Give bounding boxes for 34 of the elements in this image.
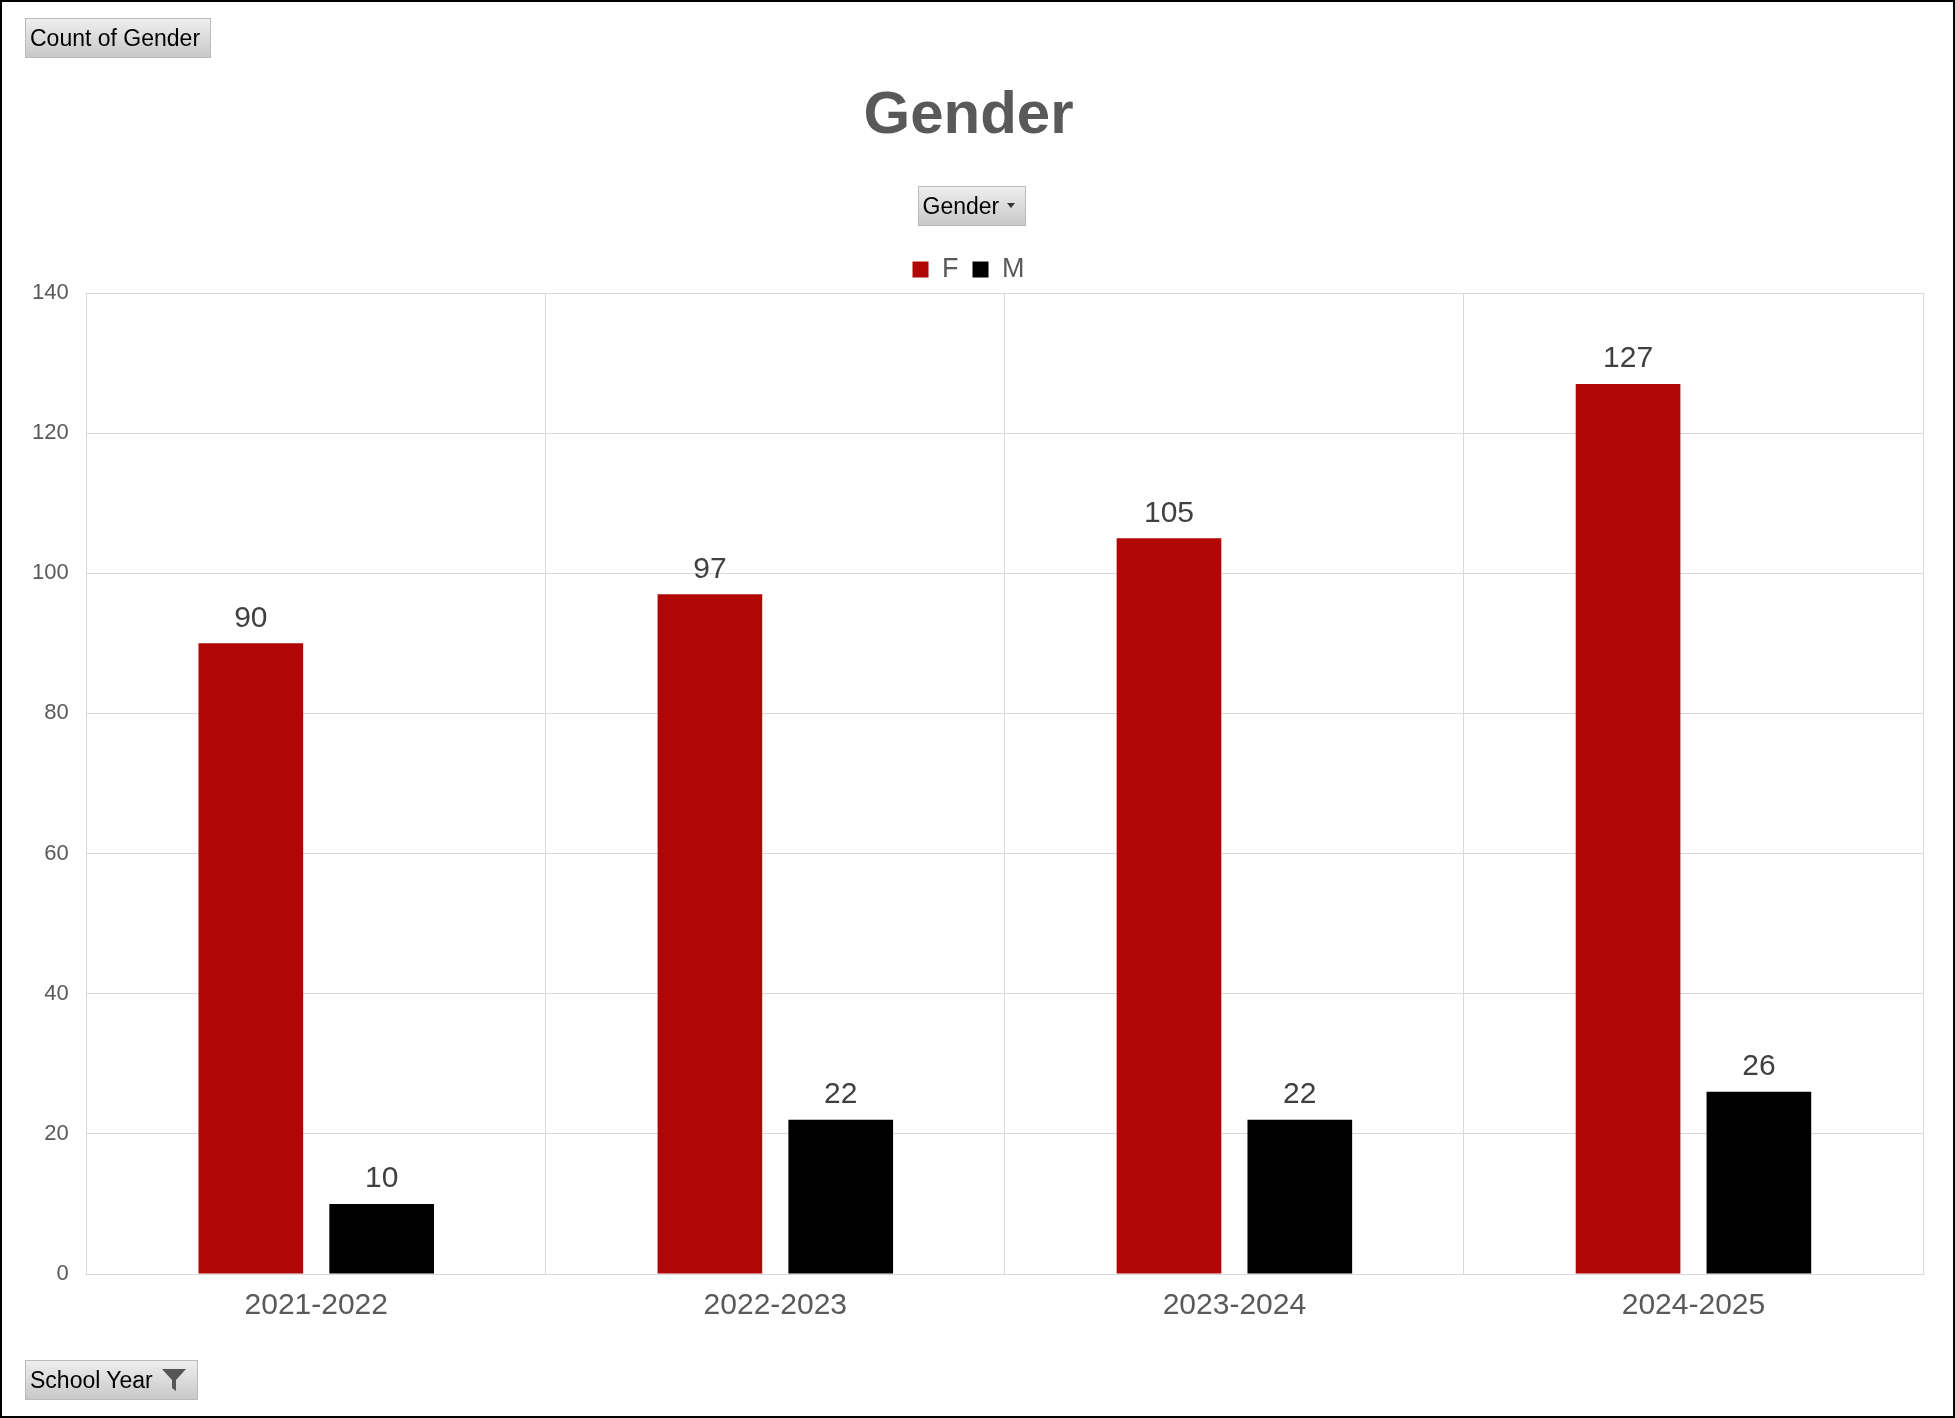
bar <box>1575 384 1681 1274</box>
x-tick-label: 2023-2024 <box>1162 1287 1307 1321</box>
bar <box>1116 538 1222 1274</box>
y-tick-label: 20 <box>44 1119 69 1145</box>
x-axis-title: School Year <box>30 1366 153 1395</box>
x-tick-label: 2024-2025 <box>1621 1287 1766 1321</box>
data-label: 127 <box>1603 340 1654 374</box>
legend-title: Gender <box>922 192 1000 221</box>
text: Count of Gender <box>30 24 201 53</box>
data-label: 22 <box>1283 1076 1317 1110</box>
bar <box>329 1203 434 1274</box>
data-label: 97 <box>693 550 727 584</box>
x-tick-label: 2022-2023 <box>703 1287 848 1321</box>
data-label: 90 <box>234 599 268 633</box>
bar <box>788 1119 894 1274</box>
bar <box>657 594 763 1274</box>
y-tick-label: 120 <box>31 419 69 445</box>
legend-label: M <box>1002 252 1025 283</box>
bar <box>198 643 304 1274</box>
x-tick-label: 2021-2022 <box>244 1287 388 1321</box>
y-tick-label: 40 <box>44 979 69 1005</box>
y-tick-label: 140 <box>31 279 69 305</box>
bar <box>1706 1091 1812 1274</box>
chart-title: Gender <box>863 78 1074 146</box>
y-tick-label: 60 <box>44 839 69 865</box>
data-label: 26 <box>1742 1048 1776 1082</box>
bar <box>1247 1119 1353 1274</box>
y-tick-label: 80 <box>44 699 69 725</box>
y-tick-label: 100 <box>31 559 69 585</box>
data-label: 105 <box>1143 494 1194 528</box>
legend-label: F <box>942 252 959 283</box>
y-tick-label: 0 <box>56 1260 69 1286</box>
data-label: 10 <box>364 1160 399 1194</box>
data-label: 22 <box>824 1076 858 1110</box>
